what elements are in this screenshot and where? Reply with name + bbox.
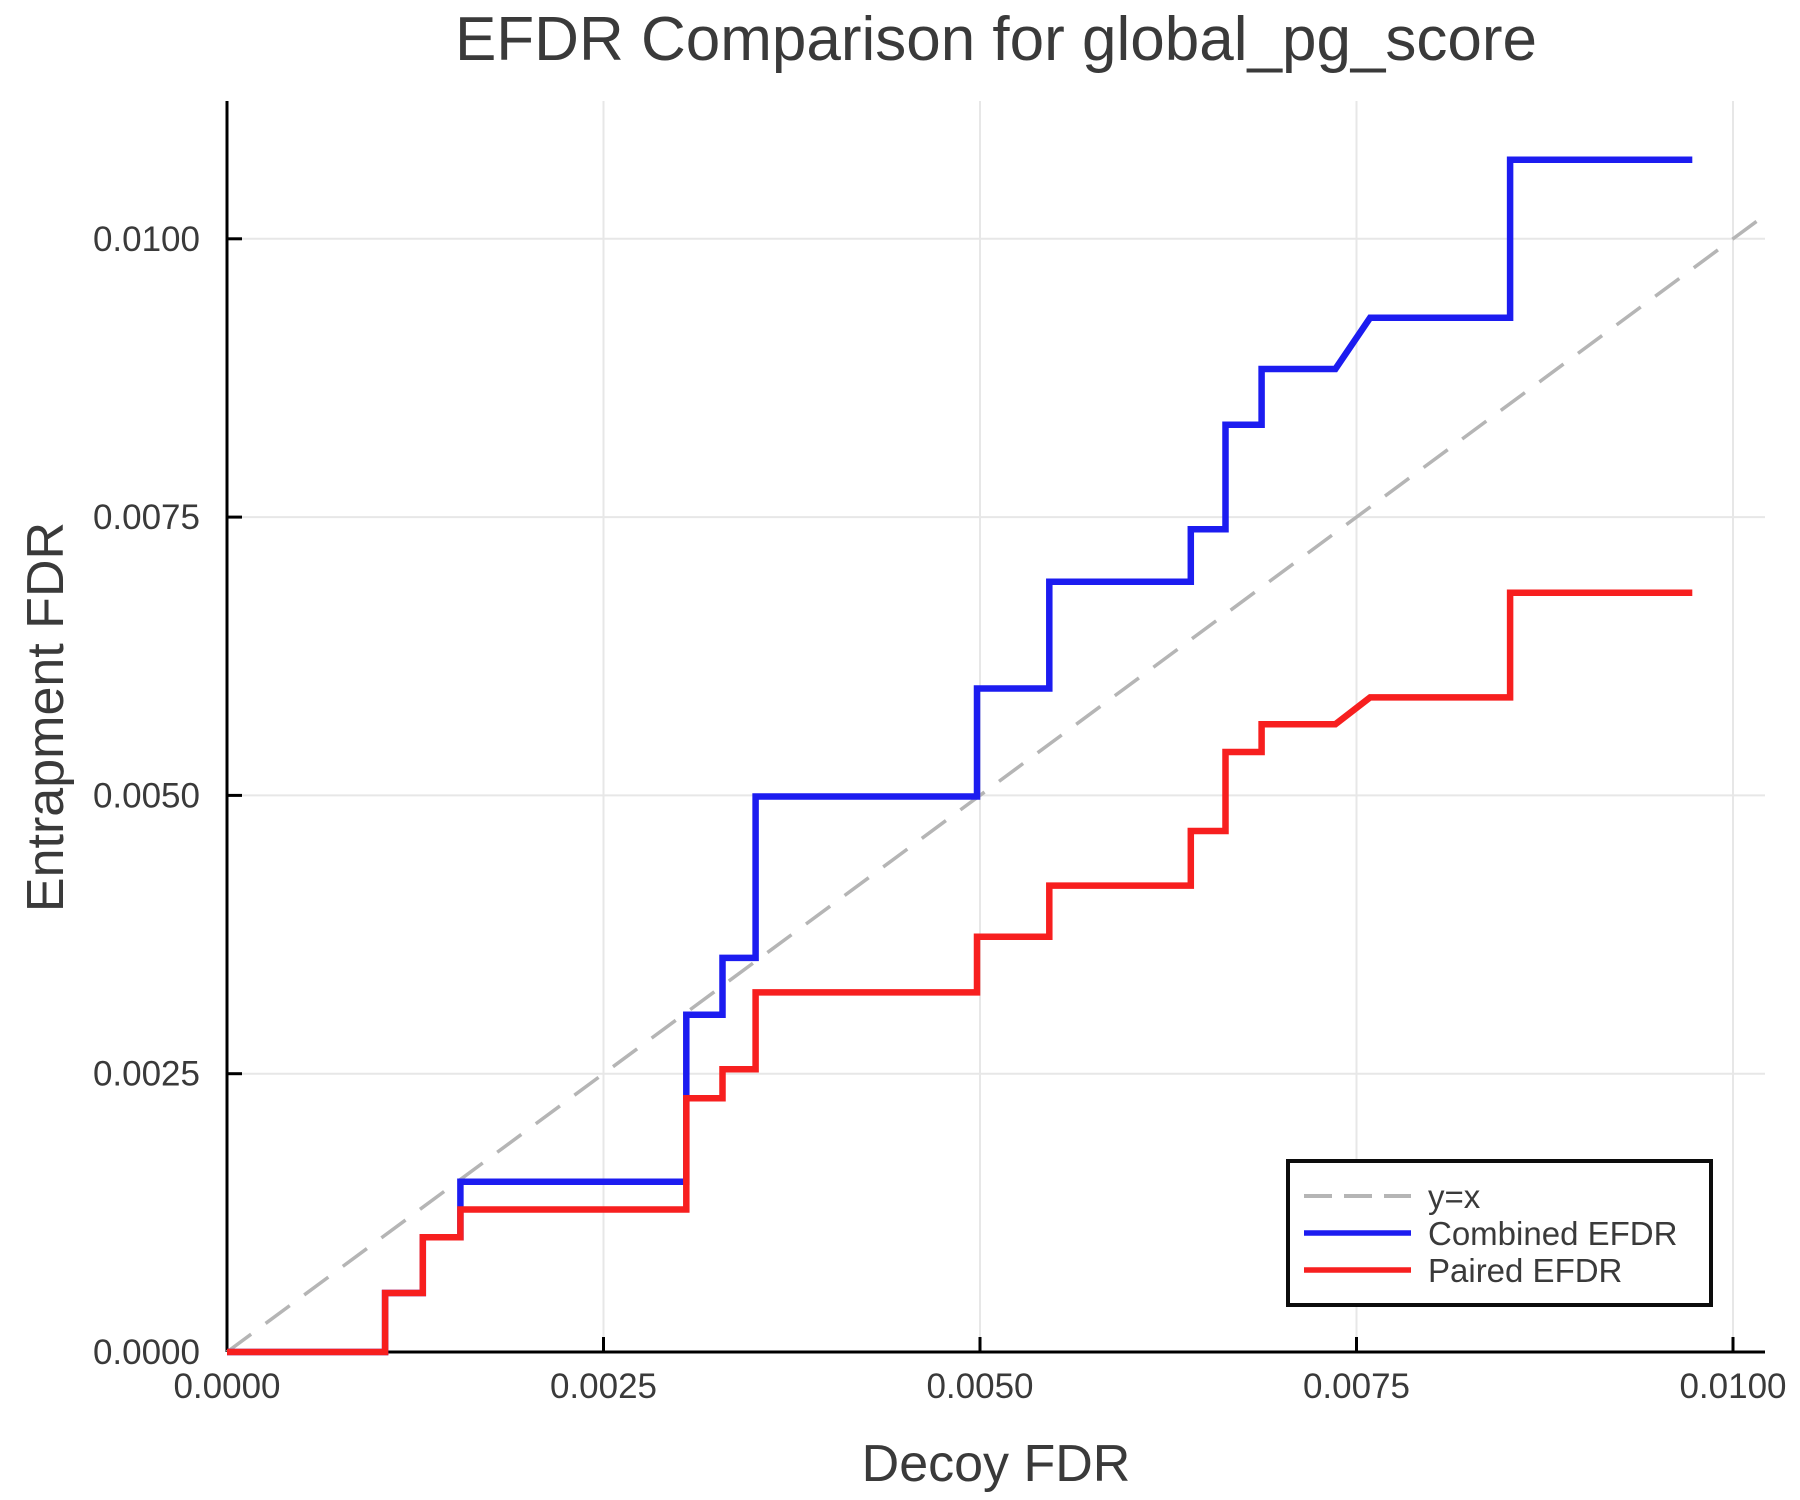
x-tick-label: 0.0000 bbox=[173, 1367, 280, 1406]
legend-item-combined-efdr: Combined EFDR bbox=[1304, 1215, 1709, 1252]
y-tick-label: 0.0100 bbox=[93, 220, 200, 259]
y-tick-label: 0.0000 bbox=[93, 1333, 200, 1372]
x-axis-label: Decoy FDR bbox=[861, 1435, 1131, 1493]
legend-label: Paired EFDR bbox=[1428, 1251, 1623, 1289]
legend-line-sample bbox=[1304, 1267, 1411, 1273]
legend: y=x Combined EFDR Paired EFDR bbox=[1286, 1159, 1713, 1307]
reference-line-y-equals-x bbox=[225, 219, 1759, 1354]
legend-line-sample bbox=[1304, 1194, 1411, 1198]
y-axis-label: Entrapment FDR bbox=[17, 521, 75, 913]
legend-line-sample bbox=[1304, 1230, 1411, 1236]
legend-item-y-x: y=x bbox=[1304, 1178, 1709, 1215]
y-tick-label: 0.0050 bbox=[93, 776, 200, 815]
x-tick-label: 0.0025 bbox=[550, 1367, 657, 1406]
y-tick-label: 0.0075 bbox=[93, 498, 200, 537]
paired-efdr-line bbox=[227, 589, 1693, 1356]
legend-label: y=x bbox=[1428, 1177, 1481, 1215]
chart-title: EFDR Comparison for global_pg_score bbox=[454, 5, 1538, 74]
x-tick-label: 0.0100 bbox=[1679, 1367, 1786, 1406]
y-tick-label: 0.0025 bbox=[93, 1055, 200, 1094]
legend-label: Combined EFDR bbox=[1428, 1214, 1678, 1252]
x-tick-label: 0.0075 bbox=[1303, 1367, 1410, 1406]
legend-item-paired-efdr: Paired EFDR bbox=[1304, 1252, 1709, 1289]
x-tick-label: 0.0050 bbox=[926, 1367, 1033, 1406]
